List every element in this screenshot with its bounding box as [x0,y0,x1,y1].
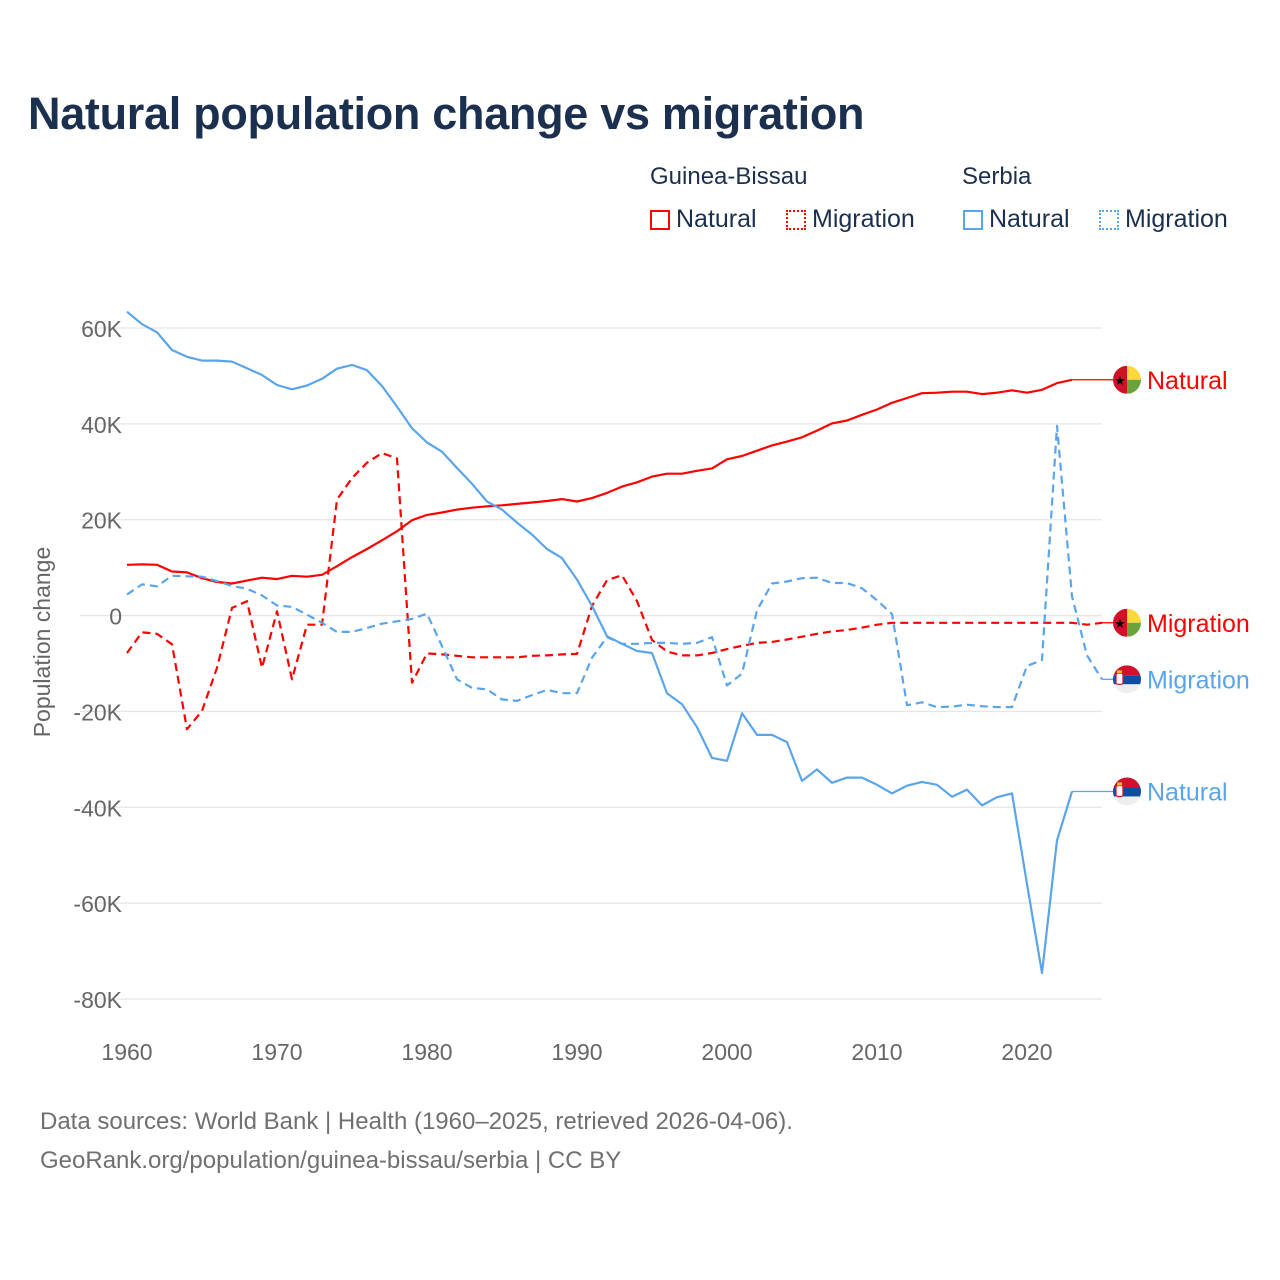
legend-label: Migration [1125,205,1228,233]
flag-icon-serbia [1113,665,1141,694]
flag-green [1127,622,1141,637]
y-axis-label: Population change [29,547,55,738]
flag-blue [1113,787,1141,797]
flag-blue [1113,675,1141,685]
series-line-serbia-migration [126,424,1103,709]
series-line-guinea-bissau-natural [126,378,1073,585]
x-tick-label: 1960 [101,1039,152,1065]
y-tick-label: 60K [81,316,123,342]
series-label-serbia-natural: Natural [1147,778,1228,806]
legend-swatch-solid-red [650,209,670,230]
x-tick-label: 2010 [851,1039,902,1065]
star-icon: ★ [1114,373,1126,388]
y-tick-label: 40K [81,412,123,438]
footer-source: Data sources: World Bank | Health (1960–… [40,1108,793,1135]
legend-swatch-dotted-red [786,209,806,230]
legend-label: Natural [676,205,757,233]
x-tick-label: 1980 [401,1039,452,1065]
flag-red [1113,777,1141,788]
x-tick-label: 1970 [251,1039,302,1065]
flag-white [1113,796,1141,806]
flag-icon-guinea-bissau: ★ [1113,365,1141,394]
coat-of-arms [1115,672,1124,685]
legend-group-serbia: Serbia [962,163,1032,190]
flag-icon-serbia [1113,777,1141,806]
x-tick-label: 1990 [551,1039,602,1065]
series-line-serbia-natural [126,310,1074,975]
star-icon: ★ [1114,616,1126,631]
legend-item-gb-natural[interactable]: Natural [650,205,757,234]
legend-item-rs-migration[interactable]: Migration [1099,205,1228,234]
flag-red [1113,608,1127,637]
y-tick-label: 0 [109,604,122,630]
legend-item-gb-migration[interactable]: Migration [786,205,915,234]
flag-yellow [1127,608,1141,623]
series-label-guinea-bissau-natural: Natural [1147,367,1228,395]
coat-of-arms [1115,784,1124,798]
legend-swatch-solid-blue [963,209,983,230]
footer-attribution: GeoRank.org/population/guinea-bissau/ser… [40,1147,622,1174]
series-label-guinea-bissau-migration: Migration [1147,610,1250,638]
flag-yellow [1127,365,1141,380]
legend-label: Natural [989,205,1070,233]
flag-green [1127,379,1141,394]
y-tick-label: -40K [73,795,122,821]
chart-title: Natural population change vs migration [28,88,865,139]
flag-red [1113,365,1127,394]
series-label-serbia-migration: Migration [1147,666,1250,694]
flag-red [1113,665,1141,676]
series-line-guinea-bissau-migration [126,452,1103,731]
legend-label: Migration [812,205,915,233]
y-tick-label: -60K [73,891,122,917]
y-tick-label: -20K [73,699,122,725]
legend-swatch-dotted-blue [1099,209,1119,230]
y-tick-label: 20K [81,508,123,534]
legend-group-guinea-bissau: Guinea-Bissau [650,163,808,190]
flag-white [1113,684,1141,694]
legend-item-rs-natural[interactable]: Natural [963,205,1070,234]
y-tick-label: -80K [73,987,122,1013]
crown [1117,670,1122,674]
x-tick-label: 2020 [1001,1039,1052,1065]
flag-icon-guinea-bissau: ★ [1113,608,1141,637]
crown [1117,782,1122,786]
x-tick-label: 2000 [701,1039,752,1065]
